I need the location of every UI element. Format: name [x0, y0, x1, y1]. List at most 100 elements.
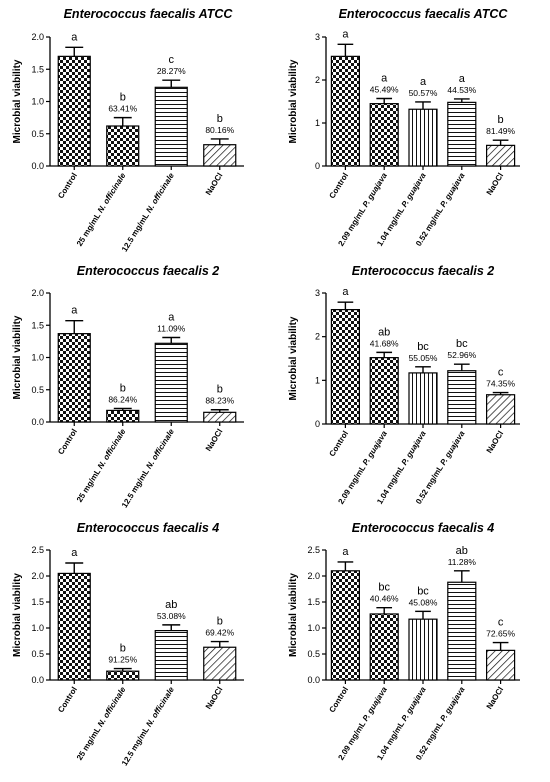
category-dose: 0.52 mg/mL	[414, 462, 446, 506]
inhibition-label: 63.41%	[108, 104, 137, 114]
category-species: N. officinale	[144, 685, 176, 729]
chart-title: Enterococcus faecalis 2	[77, 264, 219, 278]
inhibition-label: 80.16%	[205, 125, 234, 135]
significance-letter: bc	[456, 338, 468, 350]
x-category-label: 12.5 mg/mL N. officinale	[120, 427, 176, 510]
inhibition-label: 69.42%	[205, 628, 234, 638]
y-tick-label: 0	[315, 419, 320, 429]
category-dose: 25 mg/mL	[75, 724, 104, 762]
significance-letter: b	[498, 114, 504, 126]
bar	[447, 581, 477, 681]
category-dose: 25 mg/mL	[75, 466, 104, 504]
category-species: P. guajava	[361, 429, 389, 467]
bar	[106, 670, 140, 681]
x-category-label: Control	[56, 685, 79, 714]
significance-letter: a	[381, 72, 388, 84]
significance-letter: a	[342, 546, 349, 558]
y-axis-label: Microbial viability	[288, 59, 299, 143]
category-dose: 1.04 mg/mL	[375, 718, 407, 762]
significance-letter: a	[342, 286, 349, 298]
category-dose: Control	[56, 427, 79, 456]
category-species: N. officinale	[144, 427, 176, 471]
y-tick-label: 2.5	[307, 545, 320, 555]
bar	[369, 103, 399, 167]
bar	[447, 370, 477, 425]
significance-letter: b	[217, 384, 223, 396]
y-tick-label: 2.0	[307, 571, 320, 581]
bar	[330, 55, 360, 167]
category-dose: 1.04 mg/mL	[375, 204, 407, 248]
bar	[203, 144, 237, 167]
significance-letter: b	[217, 616, 223, 628]
y-tick-label: 1.5	[31, 597, 44, 607]
category-dose: Control	[56, 171, 79, 200]
bar	[57, 55, 91, 167]
inhibition-label: 81.49%	[486, 126, 515, 136]
y-tick-label: 0.0	[307, 675, 320, 685]
x-category-label: 25 mg/mL N. officinale	[75, 685, 128, 762]
x-category-label: NaOCl	[204, 171, 225, 197]
category-species: P. guajava	[361, 685, 389, 723]
bar	[203, 646, 237, 681]
bar	[203, 411, 237, 423]
bar	[369, 613, 399, 681]
inhibition-label: 55.05%	[409, 353, 438, 363]
chart-panel-2: Enterococcus faecalis ATCC Microbial viab…	[288, 7, 520, 248]
category-dose: 12.5 mg/mL	[120, 210, 152, 254]
significance-letter: c	[169, 54, 175, 66]
y-tick-label: 1.5	[31, 320, 44, 330]
chart-title: Enterococcus faecalis ATCC	[64, 7, 234, 21]
category-dose: 12.5 mg/mL	[120, 724, 152, 768]
y-tick-label: 0.5	[31, 649, 44, 659]
category-dose: 2.09 mg/mL	[336, 718, 368, 762]
bar	[486, 144, 516, 167]
y-axis-label: Microbial viability	[12, 59, 23, 143]
y-tick-label: 2	[315, 332, 320, 342]
category-species: N. officinale	[96, 685, 128, 729]
category-dose: Control	[327, 685, 350, 714]
bar	[408, 372, 438, 425]
chart-title: Enterococcus faecalis 2	[352, 264, 494, 278]
y-tick-label: 3	[315, 288, 320, 298]
chart-title: Enterococcus faecalis 4	[77, 521, 219, 535]
y-tick-label: 2.0	[31, 32, 44, 42]
significance-letter: b	[120, 382, 126, 394]
y-tick-label: 0.5	[307, 649, 320, 659]
y-tick-label: 0.5	[31, 129, 44, 139]
category-species: P. guajava	[400, 429, 428, 467]
y-tick-label: 1	[315, 118, 320, 128]
x-category-label: Control	[327, 171, 350, 200]
significance-letter: bc	[417, 341, 429, 353]
category-dose: 2.09 mg/mL	[336, 204, 368, 248]
significance-letter: b	[120, 92, 126, 104]
y-tick-label: 1.0	[31, 353, 44, 363]
x-category-label: NaOCl	[204, 685, 225, 711]
y-tick-label: 2.5	[31, 545, 44, 555]
significance-letter: a	[459, 73, 466, 85]
bar	[154, 86, 188, 167]
category-dose: 2.09 mg/mL	[336, 462, 368, 506]
significance-letter: b	[120, 643, 126, 655]
category-dose: NaOCl	[485, 685, 506, 711]
category-dose: NaOCl	[204, 171, 225, 197]
inhibition-label: 40.46%	[370, 594, 399, 604]
inhibition-label: 28.27%	[157, 66, 186, 76]
y-axis-label: Microbial viability	[12, 315, 23, 399]
x-category-label: 12.5 mg/mL N. officinale	[120, 171, 176, 254]
inhibition-label: 11.28%	[448, 557, 477, 567]
y-tick-label: 1	[315, 375, 320, 385]
y-tick-label: 2.0	[31, 288, 44, 298]
category-dose: 0.52 mg/mL	[414, 718, 446, 762]
inhibition-label: 72.65%	[486, 629, 515, 639]
category-dose: NaOCl	[485, 171, 506, 197]
significance-letter: bc	[417, 585, 429, 597]
inhibition-label: 88.23%	[205, 396, 234, 406]
significance-letter: a	[71, 305, 78, 317]
category-species: N. officinale	[144, 171, 176, 215]
y-tick-label: 1.0	[307, 623, 320, 633]
bar	[408, 618, 438, 681]
x-category-label: NaOCl	[485, 685, 506, 711]
x-category-label: Control	[56, 171, 79, 200]
bar	[330, 570, 360, 681]
inhibition-label: 44.53%	[447, 85, 476, 95]
